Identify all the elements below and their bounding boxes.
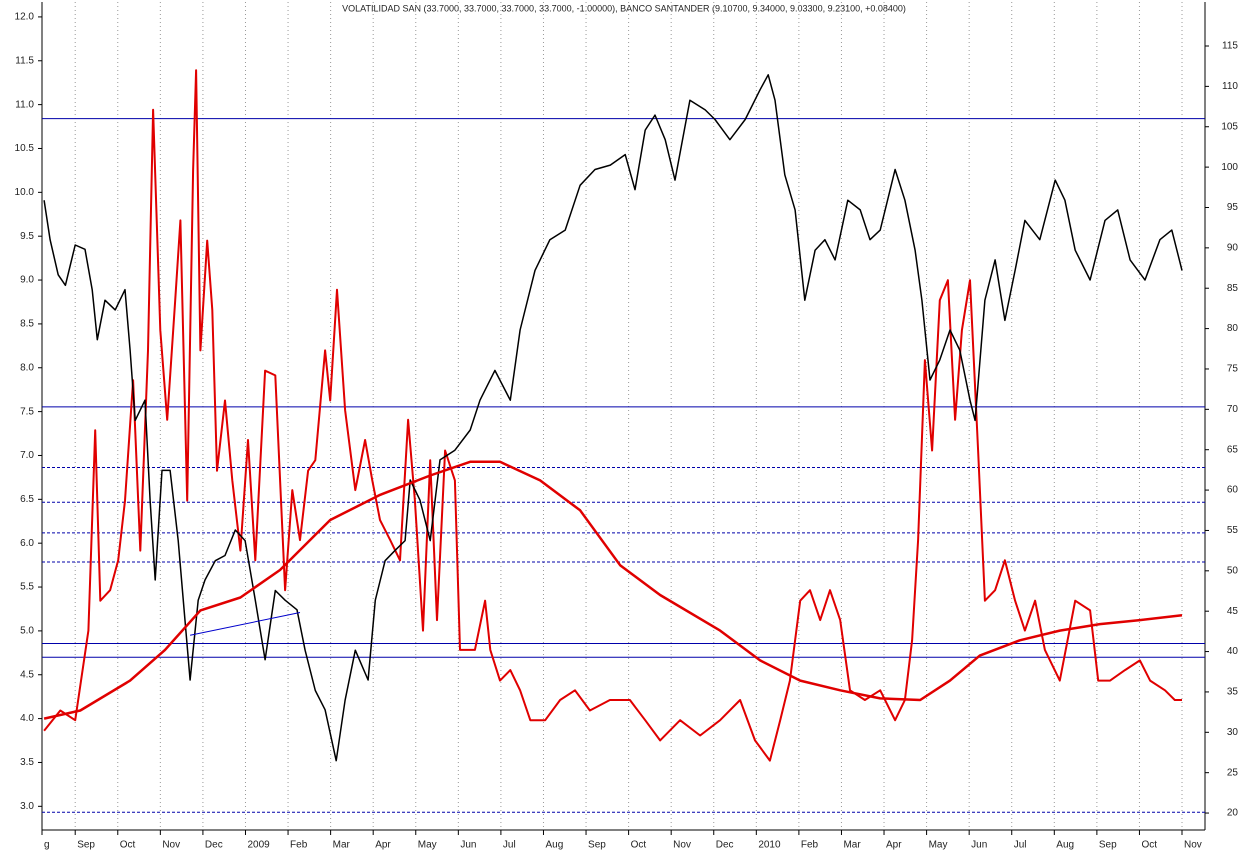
y2-tick-label: 100 bbox=[1221, 162, 1238, 173]
y2-tick-label: 75 bbox=[1227, 364, 1239, 375]
x-tick-label: 2009 bbox=[247, 840, 270, 851]
x-tick-label: Sep bbox=[1099, 840, 1117, 851]
x-tick-label: Jun bbox=[460, 840, 476, 851]
x-tick-label: Sep bbox=[77, 840, 95, 851]
x-tick-label: Oct bbox=[1141, 840, 1157, 851]
series-line bbox=[189, 612, 301, 636]
y2-tick-label: 105 bbox=[1221, 121, 1238, 132]
y2-tick-label: 95 bbox=[1227, 202, 1239, 213]
x-tick-label: Mar bbox=[843, 840, 861, 851]
x-tick-label: Nov bbox=[1184, 840, 1202, 851]
y-tick-label: 7.5 bbox=[20, 406, 34, 417]
y2-tick-label: 85 bbox=[1227, 283, 1239, 294]
y-tick-label: 12.0 bbox=[15, 12, 35, 23]
y-tick-label: 6.0 bbox=[20, 538, 34, 549]
x-tick-label: Oct bbox=[120, 840, 136, 851]
y-tick-label: 9.5 bbox=[20, 231, 34, 242]
x-tick-label: Nov bbox=[673, 840, 691, 851]
x-tick-label: Jun bbox=[971, 840, 987, 851]
y-tick-label: 6.5 bbox=[20, 494, 34, 505]
x-tick-label: Apr bbox=[886, 840, 902, 851]
y2-tick-label: 70 bbox=[1227, 404, 1239, 415]
y2-tick-label: 65 bbox=[1227, 444, 1239, 455]
y2-tick-label: 115 bbox=[1222, 41, 1238, 52]
y-tick-label: 10.5 bbox=[15, 143, 35, 154]
x-tick-label: Aug bbox=[545, 840, 563, 851]
x-tick-label: Oct bbox=[631, 840, 647, 851]
y-tick-label: 11.0 bbox=[15, 99, 34, 110]
y2-tick-label: 45 bbox=[1227, 606, 1239, 617]
y2-tick-label: 35 bbox=[1227, 687, 1239, 698]
y-tick-label: 5.0 bbox=[20, 626, 34, 637]
y2-tick-label: 55 bbox=[1227, 525, 1239, 536]
y-tick-label: 8.0 bbox=[20, 362, 34, 373]
x-tick-label: Jul bbox=[503, 840, 516, 851]
y2-tick-label: 40 bbox=[1227, 646, 1239, 657]
y2-tick-label: 60 bbox=[1227, 485, 1239, 496]
x-tick-label: Jul bbox=[1014, 840, 1027, 851]
y2-tick-label: 20 bbox=[1227, 808, 1239, 819]
x-tick-label: Apr bbox=[375, 840, 391, 851]
y-tick-label: 5.5 bbox=[20, 582, 34, 593]
x-tick-label: May bbox=[418, 840, 437, 851]
y-tick-label: 11.5 bbox=[15, 55, 34, 66]
x-tick-label: Sep bbox=[588, 840, 606, 851]
x-tick-label: May bbox=[929, 840, 948, 851]
x-tick-label: Feb bbox=[801, 840, 819, 851]
x-tick-label: g bbox=[44, 840, 50, 851]
y-tick-label: 10.0 bbox=[15, 187, 35, 198]
x-tick-label: Aug bbox=[1056, 840, 1074, 851]
x-tick-label: 2010 bbox=[758, 840, 781, 851]
y2-tick-label: 25 bbox=[1227, 767, 1239, 778]
y-tick-label: 8.5 bbox=[20, 319, 34, 330]
y-tick-label: 3.5 bbox=[20, 757, 34, 768]
y2-tick-label: 110 bbox=[1222, 81, 1238, 92]
y2-tick-label: 50 bbox=[1227, 565, 1239, 576]
series-line bbox=[43, 460, 1183, 720]
x-tick-label: Feb bbox=[290, 840, 308, 851]
x-tick-label: Dec bbox=[205, 840, 223, 851]
y-tick-label: 4.0 bbox=[20, 713, 34, 724]
x-tick-label: Nov bbox=[162, 840, 180, 851]
y-tick-label: 3.0 bbox=[20, 801, 34, 812]
series-line bbox=[43, 69, 1182, 762]
y-tick-label: 7.0 bbox=[20, 450, 34, 461]
y-tick-label: 4.5 bbox=[20, 669, 34, 680]
y2-tick-label: 90 bbox=[1227, 242, 1239, 253]
chart-title: VOLATILIDAD SAN (33.7000, 33.7000, 33.70… bbox=[342, 3, 906, 13]
y2-tick-label: 30 bbox=[1227, 727, 1239, 738]
x-tick-label: Dec bbox=[716, 840, 734, 851]
y2-tick-label: 80 bbox=[1227, 323, 1239, 334]
x-tick-label: Mar bbox=[333, 840, 351, 851]
y-tick-label: 9.0 bbox=[20, 275, 34, 286]
series-line bbox=[43, 74, 1183, 762]
